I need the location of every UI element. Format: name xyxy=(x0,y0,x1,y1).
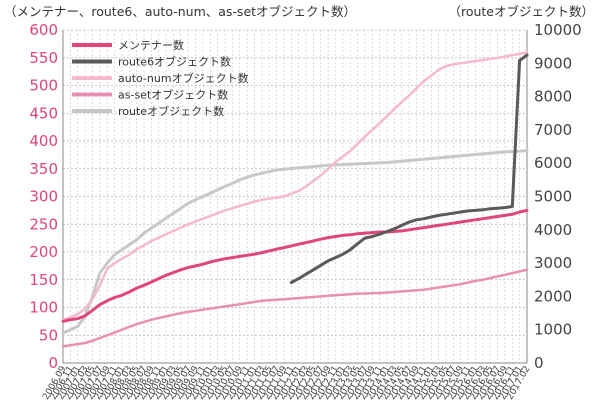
series-line-1 xyxy=(289,53,529,284)
x-axis: 2006.092006.112007.012007.032007.052007.… xyxy=(41,364,532,401)
legend-label-2: auto-numオブジェクト数 xyxy=(118,71,249,85)
left-tick-label-9: 450 xyxy=(29,104,58,122)
right-tick-label-6: 6000 xyxy=(534,154,572,172)
right-tick-label-8: 8000 xyxy=(534,88,572,106)
right-tick-label-1: 1000 xyxy=(534,321,572,339)
right-tick-label-0: 0 xyxy=(534,354,544,372)
left-tick-label-6: 300 xyxy=(29,188,58,206)
right-tick-label-7: 7000 xyxy=(534,121,572,139)
right-tick-label-9: 9000 xyxy=(534,54,572,72)
legend-label-3: as-setオブジェクト数 xyxy=(118,88,228,102)
right-axis-title: （routeオブジェクト数） xyxy=(448,4,594,19)
left-tick-label-5: 250 xyxy=(29,215,58,233)
legend-label-1: route6オブジェクト数 xyxy=(118,55,231,69)
left-tick-label-1: 50 xyxy=(39,326,58,344)
right-tick-label-3: 3000 xyxy=(534,254,572,272)
right-tick-label-5: 5000 xyxy=(534,188,572,206)
legend: メンテナー数 route6オブジェクト数 auto-numオブジェクト数 as-set… xyxy=(72,39,249,118)
left-tick-label-8: 400 xyxy=(29,132,58,150)
left-tick-label-7: 350 xyxy=(29,160,58,178)
grid xyxy=(62,29,528,364)
plot-area xyxy=(61,50,529,348)
legend-label-4: routeオブジェクト数 xyxy=(118,104,224,118)
series-line-4 xyxy=(61,149,529,335)
left-tick-label-12: 600 xyxy=(29,21,58,39)
legend-label-0: メンテナー数 xyxy=(118,39,184,52)
series-line-3 xyxy=(61,268,529,348)
right-tick-label-4: 4000 xyxy=(534,221,572,239)
left-axis-title: （メンテナー、route6、auto-num、as-setオブジェクト数） xyxy=(4,4,357,19)
left-tick-label-3: 150 xyxy=(29,271,58,289)
series-line-0 xyxy=(61,208,529,323)
right-tick-label-10: 10000 xyxy=(534,21,582,39)
series-line-2 xyxy=(61,50,529,321)
left-tick-label-4: 200 xyxy=(29,243,58,261)
left-tick-label-2: 100 xyxy=(29,299,58,317)
left-y-axis: 0 50 100 150 200 250 300 350 400 450 500 550 600 xyxy=(29,21,58,372)
left-tick-label-10: 500 xyxy=(29,77,58,95)
left-tick-label-11: 550 xyxy=(29,49,58,67)
left-tick-label-0: 0 xyxy=(48,354,58,372)
right-y-axis: 0 1000 2000 3000 4000 5000 6000 7000 8000 9000 100… xyxy=(534,21,582,372)
right-tick-label-2: 2000 xyxy=(534,287,572,305)
